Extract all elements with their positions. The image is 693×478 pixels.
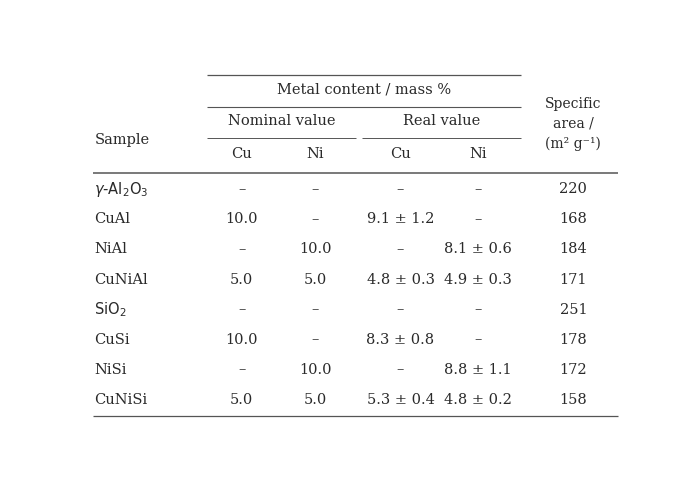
Text: 10.0: 10.0 [225,333,258,347]
Text: 5.3 ± 0.4: 5.3 ± 0.4 [367,392,435,407]
Text: 10.0: 10.0 [299,363,331,377]
Text: 10.0: 10.0 [299,242,331,257]
Text: Ni: Ni [469,147,486,162]
Text: NiSi: NiSi [94,363,127,377]
Text: 158: 158 [559,392,587,407]
Text: –: – [312,183,319,196]
Text: 8.3 ± 0.8: 8.3 ± 0.8 [367,333,435,347]
Text: 251: 251 [559,303,587,316]
Text: 8.8 ± 1.1: 8.8 ± 1.1 [444,363,512,377]
Text: 220: 220 [559,183,587,196]
Text: Specific
area /
(m² g⁻¹): Specific area / (m² g⁻¹) [545,97,602,151]
Text: Sample: Sample [94,133,150,147]
Text: CuSi: CuSi [94,333,130,347]
Text: 5.0: 5.0 [230,272,253,286]
Text: –: – [474,212,482,227]
Text: –: – [397,183,404,196]
Text: –: – [312,303,319,316]
Text: 168: 168 [559,212,587,227]
Text: –: – [397,363,404,377]
Text: Real value: Real value [403,114,480,128]
Text: –: – [474,333,482,347]
Text: 4.8 ± 0.2: 4.8 ± 0.2 [444,392,512,407]
Text: SiO$_2$: SiO$_2$ [94,300,127,319]
Text: –: – [312,333,319,347]
Text: NiAl: NiAl [94,242,128,257]
Text: Nominal value: Nominal value [228,114,335,128]
Text: 5.0: 5.0 [304,272,327,286]
Text: 4.8 ± 0.3: 4.8 ± 0.3 [367,272,435,286]
Text: 172: 172 [559,363,587,377]
Text: –: – [238,363,245,377]
Text: Metal content / mass %: Metal content / mass % [277,83,450,97]
Text: 171: 171 [559,272,587,286]
Text: –: – [474,183,482,196]
Text: 5.0: 5.0 [230,392,253,407]
Text: Cu: Cu [390,147,411,162]
Text: –: – [238,303,245,316]
Text: Cu: Cu [231,147,252,162]
Text: 4.9 ± 0.3: 4.9 ± 0.3 [444,272,512,286]
Text: 178: 178 [559,333,587,347]
Text: 184: 184 [559,242,587,257]
Text: –: – [397,303,404,316]
Text: –: – [474,303,482,316]
Text: –: – [312,212,319,227]
Text: –: – [238,183,245,196]
Text: –: – [397,242,404,257]
Text: $\gamma$-Al$_2$O$_3$: $\gamma$-Al$_2$O$_3$ [94,180,149,199]
Text: CuNiSi: CuNiSi [94,392,148,407]
Text: –: – [238,242,245,257]
Text: CuNiAl: CuNiAl [94,272,148,286]
Text: CuAl: CuAl [94,212,130,227]
Text: 9.1 ± 1.2: 9.1 ± 1.2 [367,212,435,227]
Text: 8.1 ± 0.6: 8.1 ± 0.6 [444,242,512,257]
Text: 5.0: 5.0 [304,392,327,407]
Text: Ni: Ni [306,147,324,162]
Text: 10.0: 10.0 [225,212,258,227]
